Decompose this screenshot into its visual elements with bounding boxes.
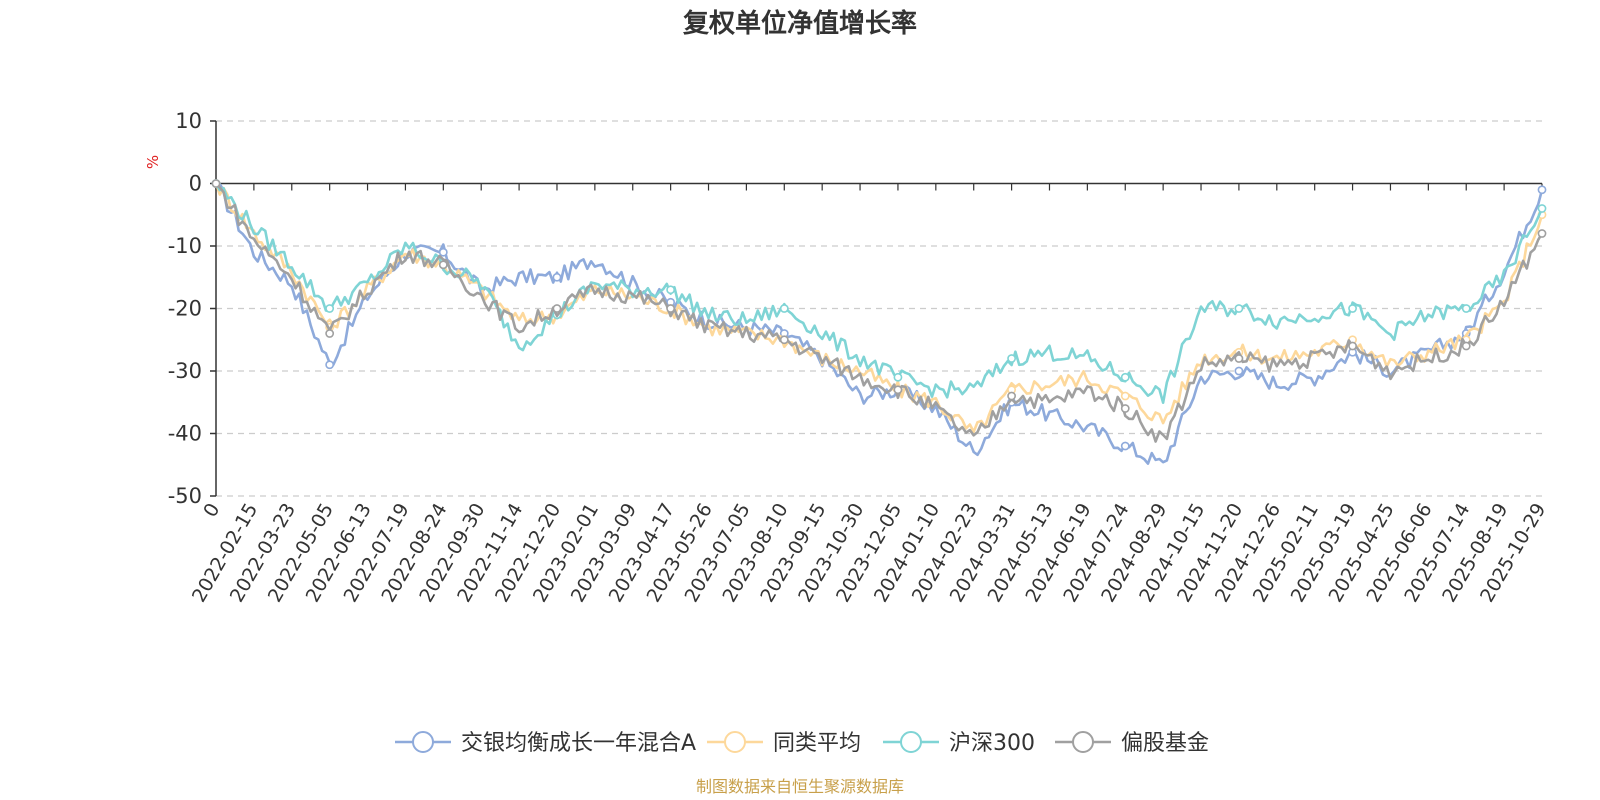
data-point (1348, 341, 1357, 351)
y-tick-label: -30 (168, 359, 202, 383)
y-tick-label: 0 (189, 172, 202, 196)
x-tick-label: 0 (199, 500, 224, 521)
data-point (1234, 366, 1244, 376)
data-point (893, 385, 903, 395)
data-point (1537, 204, 1547, 213)
data-point (1348, 304, 1357, 313)
data-point (1120, 441, 1130, 451)
legend[interactable]: 交银均衡成长一年混合A 同类平均 沪深300 偏股基金 (395, 731, 1209, 756)
data-point (779, 335, 789, 345)
data-point (1120, 372, 1130, 382)
series-3 (211, 179, 1547, 443)
data-point (1234, 304, 1244, 313)
data-point (438, 247, 448, 257)
data-point (1537, 185, 1547, 195)
data-point (211, 179, 221, 188)
legend-label: 交银均衡成长一年混合A (461, 731, 696, 756)
data-point (666, 285, 676, 295)
data-point (325, 360, 335, 370)
y-axis-unit: % (144, 155, 162, 169)
x-axis: 02022-02-152022-03-232022-05-052022-06-1… (188, 182, 1550, 606)
data-point (893, 372, 903, 382)
series-2 (211, 179, 1547, 404)
y-tick-label: -10 (168, 234, 202, 258)
series-line (214, 182, 1544, 404)
data-point (552, 304, 562, 313)
data-point (1234, 354, 1244, 363)
data-point (1120, 404, 1130, 413)
legend-marker (1072, 731, 1094, 753)
data-point (1537, 229, 1547, 238)
chart-title: 复权单位净值增长率 (683, 8, 917, 39)
data-point (325, 329, 335, 338)
data-point (438, 260, 448, 270)
data-point (779, 304, 789, 313)
data-point (1007, 354, 1016, 363)
data-point (1120, 391, 1130, 401)
source-note: 制图数据来自恒生聚源数据库 (696, 777, 904, 796)
series-line (215, 182, 1544, 443)
series-line (215, 182, 1544, 465)
legend-item[interactable]: 同类平均 (707, 731, 861, 756)
data-point (1007, 391, 1016, 401)
y-tick-label: -50 (168, 484, 202, 508)
y-tick-label: -20 (168, 297, 202, 321)
grid-lines (216, 120, 1542, 497)
series-1 (211, 179, 1547, 434)
y-axis: 10 0 -10 -20 -30 -40 -50 (168, 109, 217, 508)
legend-item[interactable]: 交银均衡成长一年混合A (395, 731, 696, 756)
data-point (552, 272, 562, 282)
y-tick-label: -40 (168, 422, 202, 446)
legend-marker (900, 731, 922, 753)
legend-marker (724, 731, 746, 753)
series-0 (211, 179, 1547, 465)
data-point (325, 304, 335, 313)
y-tick-label: 10 (175, 109, 202, 133)
legend-label: 同类平均 (773, 731, 861, 756)
data-point (666, 304, 676, 313)
data-point (1461, 304, 1471, 313)
legend-label: 偏股基金 (1121, 731, 1209, 756)
legend-item[interactable]: 偏股基金 (1055, 731, 1209, 756)
legend-item[interactable]: 沪深300 (883, 731, 1035, 756)
series-lines (211, 179, 1547, 465)
data-point (1461, 341, 1471, 351)
legend-label: 沪深300 (949, 731, 1035, 756)
legend-marker (412, 731, 434, 753)
